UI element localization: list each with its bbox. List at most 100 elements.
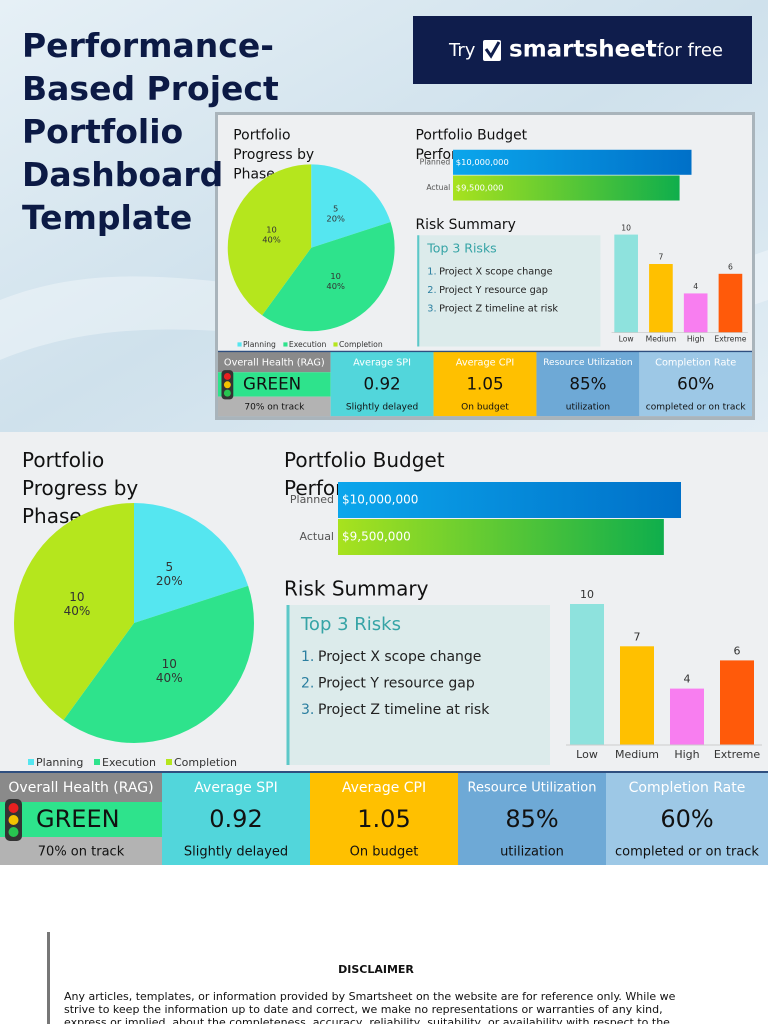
risk-item: Project Z timeline at risk	[318, 702, 490, 718]
pie-value-label: 5	[333, 204, 338, 214]
risk-bar	[620, 646, 654, 745]
kpi-note: utilization	[566, 403, 610, 413]
risk-category: Medium	[615, 748, 659, 761]
kpi-band	[218, 372, 331, 397]
risk-value-label: 10	[621, 223, 631, 232]
kpi-value: 0.92	[209, 805, 262, 833]
pie-value-label: 10	[330, 271, 341, 281]
kpi-title: Average CPI	[456, 358, 515, 369]
legend-swatch	[28, 759, 34, 765]
risk-bar	[720, 660, 754, 745]
legend-swatch	[166, 759, 172, 765]
budget-value-label: $10,000,000	[456, 157, 509, 167]
budget-value-label: $9,500,000	[342, 530, 411, 544]
cta-brand[interactable]: smartsheet	[509, 37, 657, 63]
risk-marker: 2.	[301, 676, 314, 692]
legend-label: Completion	[339, 340, 383, 349]
risk-box-title: Top 3 Risks	[426, 241, 496, 256]
disclaimer-bar	[47, 932, 50, 1024]
risk-value-label: 6	[734, 644, 741, 657]
risk-category: Extreme	[714, 748, 761, 761]
kpi-footer	[218, 396, 331, 417]
legend-label: Planning	[243, 340, 276, 349]
kpi-value: 1.05	[466, 374, 503, 393]
traffic-lamp	[8, 827, 19, 837]
risk-bar	[614, 234, 638, 333]
cta-button[interactable]	[413, 16, 752, 84]
kpi-note: Slightly delayed	[346, 403, 418, 413]
risk-bar	[670, 688, 704, 745]
risk-bar	[649, 264, 673, 333]
pie-slice	[63, 585, 254, 743]
pie-title: Portfolio Progress by Phase	[22, 448, 139, 528]
legend-swatch	[94, 759, 100, 765]
risk-category: Extreme	[714, 335, 746, 344]
cta-tail[interactable]: for free	[657, 40, 723, 61]
kpi-title: Average SPI	[353, 358, 411, 369]
kpi-note: On budget	[461, 403, 509, 413]
risk-value-label: 4	[693, 282, 698, 291]
legend-swatch	[237, 342, 242, 347]
kpi-card	[606, 772, 768, 865]
kpi-title: Resource Utilization	[543, 358, 632, 368]
traffic-lamp	[223, 381, 231, 389]
kpi-card	[536, 351, 640, 417]
risk-marker: 3.	[427, 303, 436, 314]
kpi-title: Average SPI	[194, 780, 277, 796]
kpi-value: 60%	[677, 374, 714, 393]
risk-item: Project Z timeline at risk	[439, 303, 558, 314]
risk-value-label: 10	[580, 588, 594, 601]
kpi-note: utilization	[500, 845, 564, 860]
kpi-value: 85%	[505, 805, 558, 833]
pie-percent-label: 40%	[326, 281, 345, 291]
pie-title-box: Portfolio Progress by Phase	[22, 448, 139, 528]
risk-marker: 3.	[301, 702, 314, 718]
pie-percent-label: 40%	[262, 234, 281, 244]
cta-try[interactable]: Try	[448, 40, 476, 61]
risk-item: Project Y resource gap	[439, 285, 548, 296]
risk-item: Project Y resource gap	[318, 676, 475, 692]
risk-box	[287, 605, 550, 765]
pie-percent-label: 40%	[156, 671, 183, 685]
risk-bar	[683, 293, 708, 333]
kpi-value: 85%	[569, 374, 606, 393]
risk-category: Low	[619, 335, 634, 344]
pie-title: Portfolio Progress by Phase	[233, 126, 315, 182]
risk-box	[417, 235, 601, 347]
pie-slice	[311, 164, 391, 248]
traffic-lamp	[8, 815, 19, 825]
traffic-lamp	[8, 803, 19, 813]
risk-box-title: Top 3 Risks	[300, 614, 401, 635]
legend-swatch	[283, 342, 288, 347]
traffic-lamp	[223, 372, 231, 380]
kpi-note: Slightly delayed	[184, 845, 288, 860]
risk-marker: 1.	[301, 649, 314, 665]
kpi-card	[639, 351, 753, 417]
pie-slice	[134, 503, 249, 623]
pie-percent-label: 20%	[156, 574, 183, 588]
pie-slice	[227, 164, 312, 316]
risk-value-label: 7	[634, 630, 641, 643]
kpi-note: 70% on track	[38, 845, 125, 860]
risk-category: Low	[576, 748, 598, 761]
kpi-title: Completion Rate	[655, 358, 736, 369]
legend-label: Completion	[174, 756, 237, 769]
pie-value-label: 5	[165, 560, 173, 574]
pie-percent-label: 20%	[326, 213, 345, 223]
budget-bar	[453, 175, 680, 201]
budget-value-label: $10,000,000	[342, 493, 418, 507]
kpi-note: On budget	[350, 845, 419, 860]
kpi-card	[162, 772, 310, 865]
risk-marker: 1.	[427, 266, 436, 277]
budget-value-label: $9,500,000	[456, 183, 504, 193]
risk-marker: 2.	[427, 285, 436, 296]
kpi-title: Overall Health (RAG)	[8, 780, 153, 796]
cta-logo-check[interactable]	[484, 41, 501, 59]
risk-item: Project X scope change	[439, 266, 552, 277]
page-title: Performance-Based Project Portfolio Dash…	[22, 26, 279, 237]
budget-category: Actual	[300, 530, 334, 543]
kpi-header	[218, 351, 331, 373]
budget-category: Planned	[290, 493, 334, 506]
